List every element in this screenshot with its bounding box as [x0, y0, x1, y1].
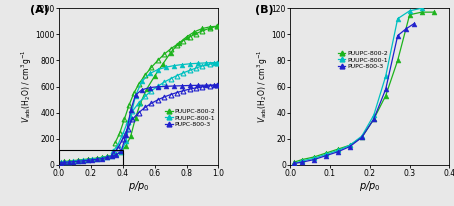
Bar [59, 150, 123, 165]
X-axis label: $p$/$p_0$: $p$/$p_0$ [359, 179, 380, 193]
Legend: PUUPC-800-2, PUUPC-800-1, PUPC-800-3: PUUPC-800-2, PUUPC-800-1, PUPC-800-3 [338, 50, 388, 69]
Y-axis label: $V_{\mathregular{ads}}$(H$_2$O) / cm$^3$g$^{-1}$: $V_{\mathregular{ads}}$(H$_2$O) / cm$^3$… [20, 50, 34, 123]
Legend: PUUPC-800-2, PUUPC-800-1, PUPC-800-3: PUUPC-800-2, PUUPC-800-1, PUPC-800-3 [165, 109, 215, 127]
X-axis label: $p$/$p_0$: $p$/$p_0$ [128, 179, 149, 193]
Text: (A): (A) [30, 5, 49, 15]
Y-axis label: $V_{\mathregular{ads}}$(H$_2$O) / cm$^3$g$^{-1}$: $V_{\mathregular{ads}}$(H$_2$O) / cm$^3$… [256, 50, 270, 123]
Text: (B): (B) [255, 5, 274, 15]
